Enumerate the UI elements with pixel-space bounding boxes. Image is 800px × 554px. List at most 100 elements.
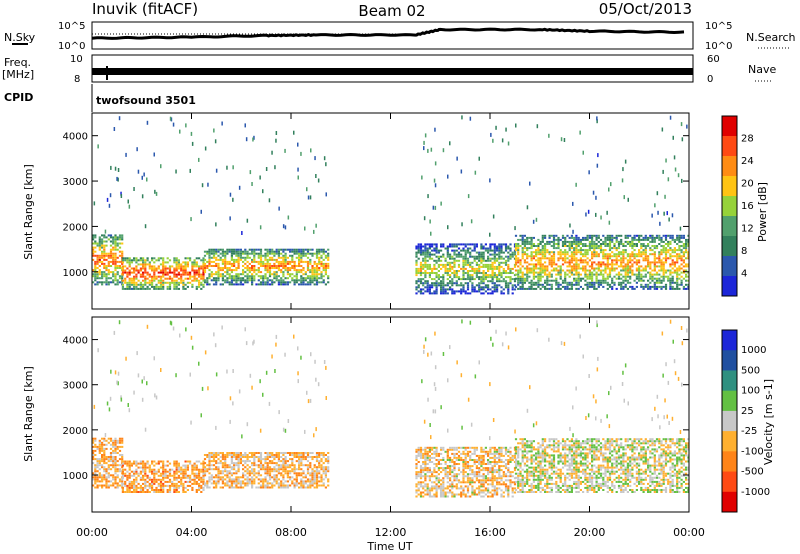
power-cell: [230, 277, 233, 280]
velocity-cell: [175, 476, 178, 479]
power-cell: [530, 245, 533, 247]
velocity-cell: [318, 472, 321, 475]
velocity-cell: [200, 476, 203, 479]
power-cell: [635, 245, 638, 247]
power-cell: [613, 283, 616, 286]
power-cell: [559, 255, 562, 258]
power-cell: [297, 175, 299, 180]
power-cell: [435, 249, 438, 252]
velocity-cell: [426, 485, 429, 488]
power-cell: [575, 261, 578, 264]
power-cell: [144, 224, 147, 229]
power-cell: [597, 263, 600, 266]
velocity-cell: [315, 474, 319, 477]
power-cell: [426, 263, 429, 266]
velocity-cell: [177, 484, 180, 487]
power-cell: [137, 263, 140, 266]
velocity-cell: [293, 466, 296, 469]
velocity-cell: [422, 454, 425, 457]
power-cell: [664, 261, 668, 264]
power-cell: [244, 262, 247, 265]
power-cell: [455, 280, 458, 283]
power-cell: [570, 240, 573, 243]
power-cell: [541, 247, 544, 250]
power-cell: [519, 261, 522, 264]
power-cell: [421, 175, 423, 180]
power-cell: [678, 249, 681, 252]
power-cell: [135, 283, 138, 286]
power-cell: [575, 251, 578, 254]
power-cell: [291, 273, 294, 276]
velocity-cell: [130, 482, 133, 485]
power-cell: [271, 279, 274, 282]
power-cell: [189, 271, 192, 274]
velocity-cell: [109, 458, 113, 461]
power-cell: [427, 148, 429, 153]
power-cell: [318, 262, 321, 265]
power-cell: [462, 276, 465, 279]
power-cell: [526, 238, 529, 241]
power-cell: [300, 248, 303, 251]
power-cell: [228, 273, 231, 276]
power-cell: [417, 247, 420, 250]
velocity-cell: [424, 448, 427, 451]
velocity-cell: [262, 468, 265, 471]
velocity-cell: [284, 484, 287, 487]
power-cell: [595, 234, 598, 237]
power-cell: [180, 263, 183, 266]
velocity-cell: [415, 459, 418, 461]
power-cell: [415, 253, 418, 256]
power-cell: [642, 287, 645, 290]
power-cell: [500, 255, 503, 258]
velocity-cell: [107, 458, 110, 461]
power-cell: [293, 265, 296, 267]
power-cell: [564, 281, 567, 284]
power-cell: [687, 271, 690, 274]
power-cell: [151, 267, 154, 270]
velocity-cell: [144, 468, 147, 471]
power-cell: [327, 277, 330, 280]
power-cell: [151, 277, 154, 280]
power-cell: [280, 265, 283, 267]
power-cell: [244, 258, 247, 261]
power-cell: [647, 257, 650, 260]
power-cell: [424, 261, 427, 264]
power-cell: [517, 273, 520, 276]
velocity-cell: [293, 456, 296, 458]
power-cell: [658, 243, 661, 245]
velocity-cell: [253, 472, 256, 475]
power-cell: [249, 170, 252, 175]
power-cell: [629, 265, 632, 268]
velocity-cell: [103, 443, 106, 446]
power-cell: [475, 263, 478, 266]
velocity-cell: [286, 472, 289, 475]
power-cell: [462, 263, 465, 266]
power-cell: [460, 278, 463, 281]
power-cell: [546, 257, 549, 260]
power-cell: [475, 272, 478, 274]
power-cell: [644, 257, 647, 260]
power-cell: [433, 272, 436, 274]
power-cell: [118, 254, 122, 257]
power-cell: [464, 257, 467, 260]
power-cell: [259, 225, 262, 230]
velocity-cell: [193, 464, 196, 467]
nave-tick-bottom: 0: [707, 74, 713, 85]
velocity-cell: [193, 474, 196, 477]
velocity-cell: [277, 482, 280, 485]
power-cell: [315, 248, 319, 251]
power-cell: [217, 265, 220, 267]
power-cell: [191, 285, 194, 288]
velocity-cell: [175, 484, 178, 487]
power-cell: [478, 265, 481, 268]
power-cell: [103, 267, 106, 269]
power-cell: [507, 272, 510, 274]
noise-tick-top-right: 10^5: [705, 21, 732, 32]
power-cell: [573, 273, 576, 276]
power-cell: [318, 277, 321, 280]
velocity-cell: [242, 480, 245, 483]
power-cell: [552, 261, 556, 264]
power-cell: [678, 269, 681, 272]
velocity-cell: [155, 478, 158, 481]
velocity-cell: [235, 458, 238, 461]
